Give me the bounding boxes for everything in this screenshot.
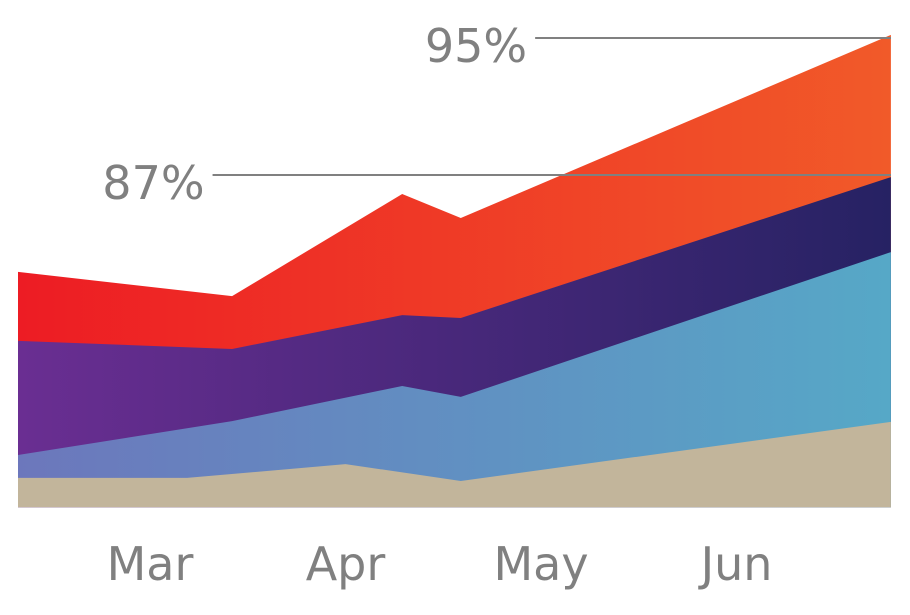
x-axis-ticks: Mar Apr May Jun <box>107 537 773 591</box>
area-layer-1 <box>18 421 891 508</box>
x-tick-label: Mar <box>107 537 194 591</box>
reference-lines: 95% 87% <box>102 19 891 210</box>
x-tick-label: Jun <box>698 537 773 591</box>
reference-label-95: 95% <box>425 19 527 73</box>
reference-label-87: 87% <box>102 156 204 210</box>
area-layer-2 <box>18 252 891 508</box>
x-tick-label: May <box>493 537 588 591</box>
x-tick-label: Apr <box>306 537 386 591</box>
areas <box>18 34 891 508</box>
